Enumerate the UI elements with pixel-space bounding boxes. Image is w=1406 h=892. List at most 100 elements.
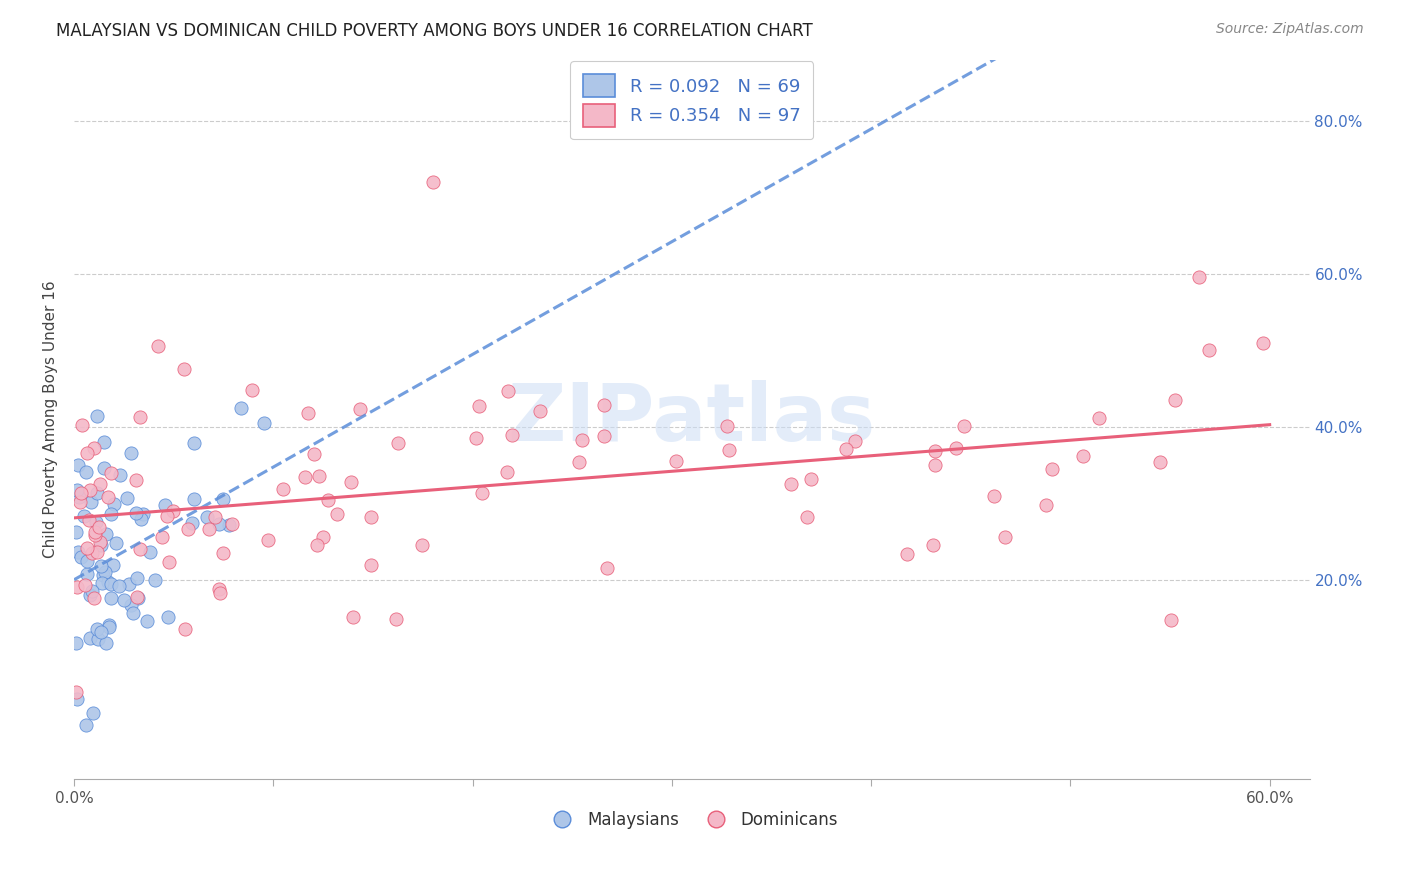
Point <box>89 535 111 549</box>
Point <box>229 401 252 415</box>
Point <box>780 477 803 491</box>
Point <box>495 465 517 479</box>
Point <box>83 591 105 606</box>
Point <box>79 483 101 497</box>
Legend: Malaysians, Dominicans: Malaysians, Dominicans <box>538 804 845 835</box>
Point <box>84 528 107 542</box>
Point <box>82 546 104 560</box>
Text: ZIPatlas: ZIPatlas <box>508 380 876 458</box>
Point <box>90 558 112 573</box>
Point <box>501 427 523 442</box>
Point <box>67 458 90 472</box>
Point <box>75 465 97 479</box>
Point <box>66 483 89 497</box>
Point <box>1149 455 1171 469</box>
Point <box>67 490 90 504</box>
Point <box>100 466 122 480</box>
Point <box>271 483 294 497</box>
Point <box>173 622 195 636</box>
Point <box>120 445 142 459</box>
Point <box>1188 270 1211 285</box>
Point <box>83 524 105 539</box>
Point <box>122 607 145 621</box>
Point <box>596 561 619 575</box>
Point <box>70 549 93 564</box>
Point <box>84 515 107 529</box>
Point <box>76 445 98 459</box>
Point <box>1160 613 1182 627</box>
Point <box>173 361 195 376</box>
Point <box>79 631 101 645</box>
Point <box>91 568 114 582</box>
Point <box>1198 343 1220 358</box>
Point <box>921 538 943 552</box>
Point <box>100 591 122 605</box>
Point <box>156 508 179 523</box>
Point <box>208 582 231 596</box>
Point <box>571 433 593 447</box>
Point <box>208 585 231 599</box>
Point <box>150 530 173 544</box>
Point <box>86 622 108 636</box>
Point <box>76 567 98 582</box>
Point <box>994 530 1017 544</box>
Point <box>1088 410 1111 425</box>
Point <box>90 576 112 591</box>
Point <box>143 573 166 587</box>
Point <box>96 636 118 650</box>
Point <box>896 547 918 561</box>
Point <box>360 558 382 572</box>
Point <box>94 526 117 541</box>
Point <box>93 435 115 450</box>
Point <box>592 429 614 443</box>
Point <box>1163 393 1185 408</box>
Point <box>945 442 967 456</box>
Text: Source: ZipAtlas.com: Source: ZipAtlas.com <box>1216 22 1364 37</box>
Point <box>1071 449 1094 463</box>
Point <box>240 383 263 397</box>
Point <box>952 419 974 434</box>
Point <box>308 468 330 483</box>
Point <box>218 518 240 533</box>
Point <box>385 612 408 626</box>
Point <box>342 609 364 624</box>
Point <box>124 506 146 520</box>
Point <box>90 624 112 639</box>
Point <box>80 495 103 509</box>
Point <box>181 516 204 531</box>
Point <box>97 620 120 634</box>
Point <box>204 510 226 524</box>
Point <box>66 691 89 706</box>
Point <box>127 571 149 585</box>
Point <box>304 447 326 461</box>
Point <box>66 580 89 594</box>
Point <box>138 545 160 559</box>
Point <box>93 565 115 579</box>
Point <box>69 494 91 508</box>
Point <box>471 486 494 500</box>
Point <box>79 588 101 602</box>
Point <box>360 509 382 524</box>
Point <box>183 436 205 450</box>
Point <box>97 575 120 590</box>
Point <box>131 512 153 526</box>
Point <box>924 458 946 473</box>
Point <box>162 504 184 518</box>
Text: MALAYSIAN VS DOMINICAN CHILD POVERTY AMONG BOYS UNDER 16 CORRELATION CHART: MALAYSIAN VS DOMINICAN CHILD POVERTY AMO… <box>56 22 813 40</box>
Point <box>183 492 205 507</box>
Point <box>127 590 149 604</box>
Point <box>716 419 738 434</box>
Point <box>69 486 91 500</box>
Point <box>800 472 823 486</box>
Point <box>924 444 946 458</box>
Point <box>294 470 316 484</box>
Point <box>82 706 104 720</box>
Point <box>66 545 89 559</box>
Point <box>136 614 159 628</box>
Point <box>157 555 180 569</box>
Point <box>65 636 87 650</box>
Point <box>87 632 110 646</box>
Point <box>73 508 96 523</box>
Point <box>132 507 155 521</box>
Point <box>297 406 319 420</box>
